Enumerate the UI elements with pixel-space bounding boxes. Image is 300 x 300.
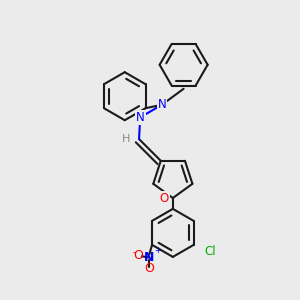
Text: O: O xyxy=(133,249,143,262)
Text: O: O xyxy=(144,262,154,275)
Text: N: N xyxy=(144,251,154,264)
Text: Cl: Cl xyxy=(204,245,216,258)
Text: N: N xyxy=(136,111,145,124)
Text: +: + xyxy=(154,246,161,255)
Text: N: N xyxy=(158,98,166,111)
Text: O: O xyxy=(160,191,169,205)
Text: H: H xyxy=(122,134,130,144)
Text: -: - xyxy=(133,247,136,257)
